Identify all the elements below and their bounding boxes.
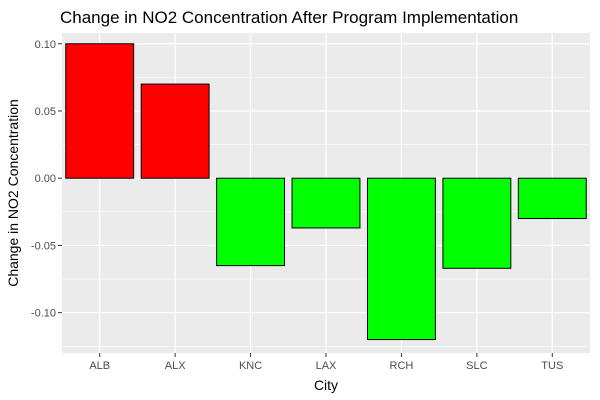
x-tick-label: KNC [239, 360, 262, 372]
x-tick-label: TUS [541, 360, 563, 372]
bar-lax [291, 177, 361, 229]
bar-alb [65, 43, 135, 179]
y-axis-ticks: 0.10 0.05 0.00 -0.05 -0.10 [31, 39, 62, 320]
bar-alx [140, 83, 210, 179]
x-axis-ticks: ALB ALX KNC LAX RCH SLC TUS [89, 353, 563, 372]
bars [65, 43, 587, 341]
x-tick-label: RCH [390, 360, 414, 372]
y-tick-label: 0.05 [35, 106, 56, 118]
x-axis-title: City [314, 377, 338, 393]
y-tick-label: -0.10 [31, 308, 56, 320]
x-tick-label: ALX [165, 360, 186, 372]
y-tick-label: -0.05 [31, 240, 56, 252]
bar-knc [216, 177, 286, 267]
x-tick-label: ALB [89, 360, 110, 372]
x-tick-label: SLC [466, 360, 487, 372]
y-tick-label: 0.00 [35, 173, 56, 185]
bar-tus [517, 177, 587, 220]
y-tick-label: 0.10 [35, 39, 56, 51]
y-axis-title: Change in NO2 Concentration [5, 99, 21, 287]
x-tick-label: LAX [316, 360, 337, 372]
chart-title: Change in NO2 Concentration After Progra… [60, 8, 518, 27]
bar-slc [442, 177, 512, 269]
bar-rch [366, 177, 436, 341]
